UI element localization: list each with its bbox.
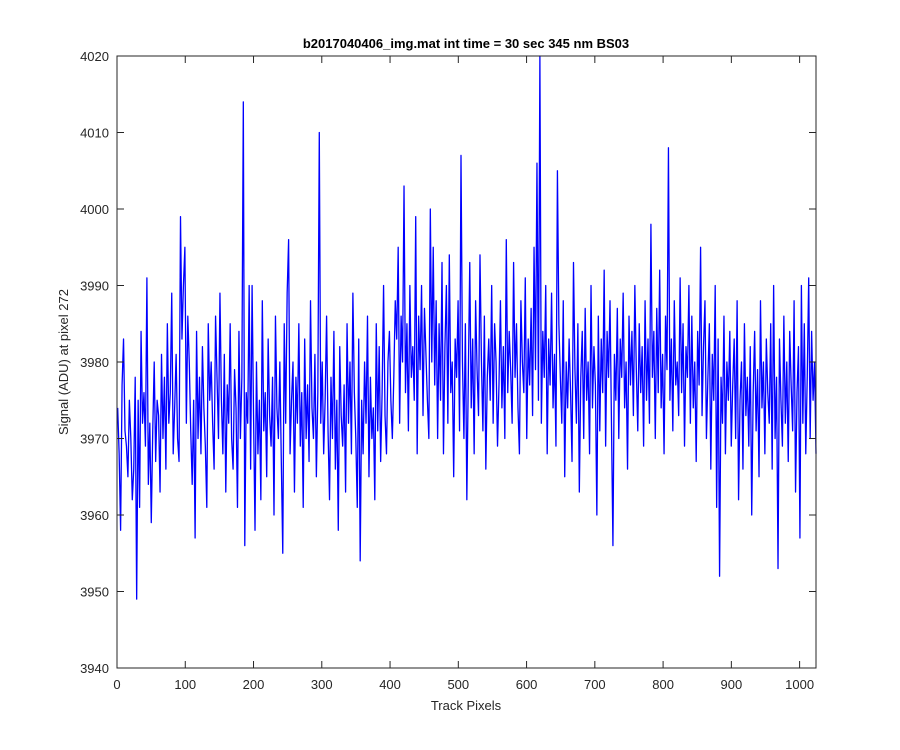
y-tick-label: 3990 — [80, 279, 109, 294]
x-tick-label: 700 — [584, 677, 606, 692]
x-axis: 0 100 200 300 400 500 600 700 800 900 1000 — [113, 56, 814, 692]
y-tick-label: 4000 — [80, 202, 109, 217]
x-tick-label: 900 — [721, 677, 743, 692]
x-tick-label: 200 — [243, 677, 265, 692]
x-tick-label: 100 — [174, 677, 196, 692]
plot-background — [117, 56, 816, 668]
x-tick-label: 0 — [113, 677, 120, 692]
y-tick-label: 3950 — [80, 585, 109, 600]
y-tick-label: 3980 — [80, 355, 109, 370]
x-tick-label: 500 — [447, 677, 469, 692]
y-tick-label: 4010 — [80, 126, 109, 141]
y-axis-label: Signal (ADU) at pixel 272 — [56, 289, 71, 435]
y-tick-label: 3960 — [80, 508, 109, 523]
x-axis-label: Track Pixels — [431, 698, 502, 713]
y-axis: 3940 3950 3960 3970 3980 3990 4000 4010 4020 — [80, 49, 816, 676]
y-tick-label: 3940 — [80, 661, 109, 676]
series-line — [117, 55, 817, 600]
x-tick-label: 300 — [311, 677, 333, 692]
x-tick-label: 1000 — [785, 677, 814, 692]
x-tick-label: 600 — [516, 677, 538, 692]
chart-title: b2017040406_img.mat int time = 30 sec 34… — [303, 36, 629, 51]
x-tick-label: 800 — [652, 677, 674, 692]
y-tick-label: 3970 — [80, 432, 109, 447]
series-layer — [117, 55, 817, 600]
x-tick-label: 400 — [379, 677, 401, 692]
y-tick-label: 4020 — [80, 49, 109, 64]
